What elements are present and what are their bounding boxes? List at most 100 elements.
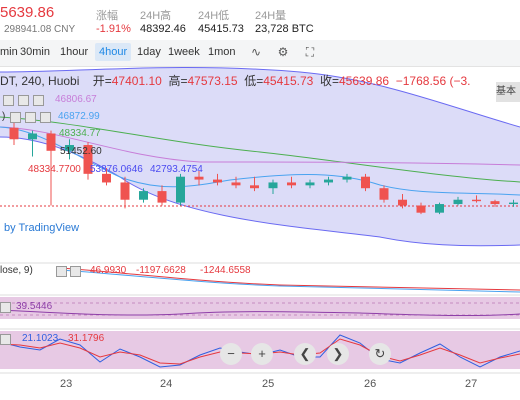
bb-basis-value: 48334.7700	[28, 164, 81, 175]
candle-body	[9, 127, 19, 140]
interval-1mon[interactable]: 1mon	[208, 46, 236, 58]
bollinger-band-fill	[0, 67, 520, 246]
macd-title: lose, 9)	[0, 265, 33, 276]
macd-value-2: -1197.6628	[136, 265, 186, 276]
price-chart[interactable]	[0, 67, 520, 400]
kdj-value-d: 31.1796	[68, 333, 105, 344]
ma-long-line	[0, 116, 520, 183]
stat-label-change: 涨幅	[96, 10, 118, 22]
interval-30min[interactable]: 30min	[20, 46, 50, 58]
candle-body	[213, 179, 222, 183]
ma2-value: 46872.99	[58, 111, 100, 122]
x-tick-label: 25	[262, 378, 275, 390]
low-label: 低=	[244, 74, 264, 88]
candle-body	[102, 173, 111, 183]
candles-group	[9, 122, 518, 215]
indicator-icon[interactable]: ∿	[250, 45, 262, 59]
candle-body	[453, 199, 463, 205]
stat-label-low: 24H低	[198, 10, 230, 22]
rsi-toggle-icon[interactable]	[0, 302, 11, 313]
ma2-paren: )	[2, 111, 6, 122]
ma2-close-icon[interactable]	[40, 112, 51, 123]
ma2-toggle-icon[interactable]	[10, 112, 21, 123]
macd-signal-line	[59, 267, 520, 291]
close-value: 45639.86	[339, 74, 390, 88]
close-label: 收=	[319, 74, 339, 88]
candle-body	[472, 199, 481, 202]
last-price: 5639.86	[0, 4, 55, 21]
basic-view-button[interactable]: 基本	[496, 82, 520, 102]
interval-min[interactable]: min	[0, 46, 18, 58]
interval-toolbar: min 30min 1hour 4hour 1day 1week 1mon ∿ …	[0, 40, 520, 102]
bollinger-lower	[0, 136, 520, 247]
bollinger-upper	[0, 67, 520, 128]
stat-value-high: 48392.46	[140, 23, 186, 35]
x-tick-label: 27	[465, 378, 478, 390]
candle-body	[28, 133, 37, 140]
interval-1day[interactable]: 1day	[137, 46, 161, 58]
candle-body	[342, 176, 352, 180]
ma4-value: 51452.60	[60, 146, 102, 157]
interval-4hour[interactable]: 4hour	[95, 43, 132, 61]
candle-body	[139, 191, 148, 200]
high-value: 47573.15	[187, 74, 238, 88]
x-tick-label: 24	[160, 378, 173, 390]
ma1-settings-icon[interactable]	[18, 95, 29, 106]
settings-icon[interactable]: ⚙	[277, 45, 289, 59]
scroll-right-button[interactable]: ❯	[327, 343, 349, 365]
open-value: 47401.10	[111, 74, 162, 88]
macd-close-icon[interactable]	[70, 266, 81, 277]
ma1-close-icon[interactable]	[33, 95, 44, 106]
reset-chart-button[interactable]: ↻	[369, 343, 391, 365]
macd-value-3: -1244.6558	[200, 265, 251, 276]
scroll-left-button[interactable]: ❮	[294, 343, 316, 365]
candle-body	[490, 201, 500, 205]
fullscreen-icon[interactable]: ⛶	[305, 45, 315, 59]
stat-label-volume: 24H量	[255, 10, 287, 22]
low-value: 45415.73	[263, 74, 314, 88]
candle-body	[194, 176, 204, 180]
bb-upper-value: 53876.0646	[90, 164, 143, 175]
ticker-header: 5639.86 298941.08 CNY 涨幅 -1.91% 24H高 483…	[0, 0, 520, 40]
macd-line	[59, 269, 520, 293]
stat-value-volume: 23,728 BTC	[255, 23, 314, 35]
interval-1week[interactable]: 1week	[168, 46, 200, 58]
symbol-label: DT, 240, Huobi	[0, 74, 80, 88]
candle-body	[46, 133, 56, 151]
macd-toggle-icon[interactable]	[56, 266, 67, 277]
ohlc-legend: DT, 240, Huobi 开=47401.10 高=47573.15 低=4…	[0, 72, 470, 89]
change-value: −1768.56 (−3.	[395, 74, 471, 88]
macd-value-1: 46.9930	[90, 265, 127, 276]
stat-value-change: -1.91%	[96, 23, 131, 35]
interval-1hour[interactable]: 1hour	[60, 46, 89, 58]
ma1-toggle-icon[interactable]	[3, 95, 14, 106]
x-tick-label: 23	[60, 378, 73, 390]
candle-body	[176, 176, 185, 203]
candle-body	[83, 145, 93, 174]
candle-body	[416, 205, 426, 213]
candle-body	[398, 199, 407, 206]
high-label: 高=	[168, 74, 188, 88]
rsi-line	[0, 309, 520, 317]
candle-body	[268, 182, 278, 189]
candle-body	[287, 182, 296, 186]
ma3-value: 48334.77	[59, 128, 101, 139]
kdj-toggle-icon[interactable]	[0, 334, 11, 345]
candle-body	[361, 176, 370, 189]
kdj-value-k: 21.1023	[22, 333, 59, 344]
stat-label-high: 24H高	[140, 10, 172, 22]
candle-body	[509, 202, 518, 205]
x-tick-label: 26	[364, 378, 377, 390]
candle-body	[324, 179, 333, 183]
rsi-value: 39.5446	[16, 301, 53, 312]
candle-body	[65, 145, 74, 151]
candle-body	[120, 182, 130, 200]
zoom-in-button[interactable]: +	[251, 343, 273, 365]
bb-lower-value: 42793.4754	[150, 164, 203, 175]
candle-body	[435, 204, 444, 213]
ma2-settings-icon[interactable]	[25, 112, 36, 123]
candle-body	[305, 182, 315, 186]
open-label: 开=	[92, 74, 112, 88]
zoom-out-button[interactable]: −	[220, 343, 242, 365]
tradingview-attribution[interactable]: by TradingView	[4, 222, 80, 234]
